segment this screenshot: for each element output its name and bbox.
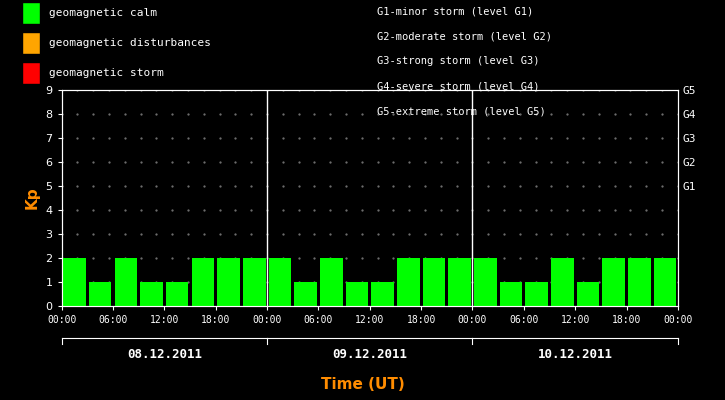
Text: G4-severe storm (level G4): G4-severe storm (level G4) xyxy=(377,82,539,92)
Bar xyxy=(500,282,522,306)
Text: geomagnetic calm: geomagnetic calm xyxy=(49,8,157,18)
Bar xyxy=(397,258,420,306)
Bar xyxy=(140,282,163,306)
Bar xyxy=(602,258,625,306)
Bar xyxy=(526,282,548,306)
Text: G2-moderate storm (level G2): G2-moderate storm (level G2) xyxy=(377,31,552,41)
Bar xyxy=(320,258,342,306)
Text: 10.12.2011: 10.12.2011 xyxy=(538,348,613,360)
Text: G3-strong storm (level G3): G3-strong storm (level G3) xyxy=(377,56,539,66)
Bar xyxy=(576,282,600,306)
Bar xyxy=(166,282,188,306)
Text: 08.12.2011: 08.12.2011 xyxy=(127,348,202,360)
Bar xyxy=(63,258,86,306)
Bar xyxy=(243,258,265,306)
Bar xyxy=(218,258,240,306)
Y-axis label: Kp: Kp xyxy=(25,187,40,209)
Bar xyxy=(474,258,497,306)
Bar xyxy=(628,258,650,306)
Bar xyxy=(89,282,112,306)
Bar xyxy=(268,258,291,306)
Bar xyxy=(551,258,573,306)
Text: geomagnetic disturbances: geomagnetic disturbances xyxy=(49,38,210,48)
Bar xyxy=(294,282,317,306)
Bar xyxy=(654,258,676,306)
Bar xyxy=(191,258,214,306)
Bar xyxy=(371,282,394,306)
Text: geomagnetic storm: geomagnetic storm xyxy=(49,68,163,78)
Text: G1-minor storm (level G1): G1-minor storm (level G1) xyxy=(377,6,534,16)
Bar xyxy=(448,258,471,306)
Text: G5-extreme storm (level G5): G5-extreme storm (level G5) xyxy=(377,107,546,117)
Bar xyxy=(115,258,137,306)
Bar xyxy=(423,258,445,306)
Bar xyxy=(346,282,368,306)
Text: Time (UT): Time (UT) xyxy=(320,377,405,392)
Text: 09.12.2011: 09.12.2011 xyxy=(332,348,407,360)
